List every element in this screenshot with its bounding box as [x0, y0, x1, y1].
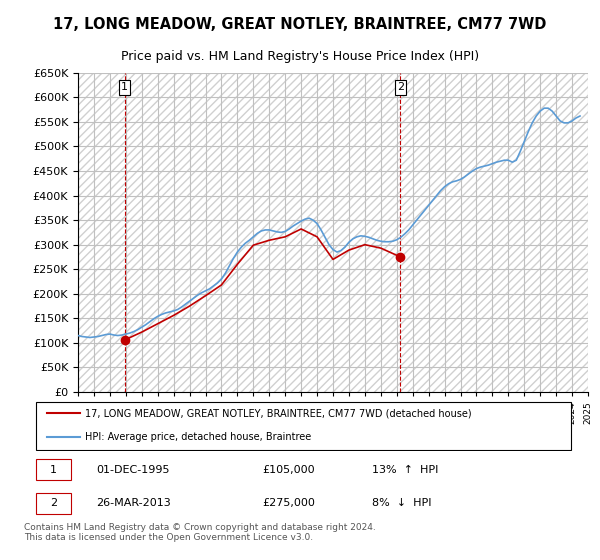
- Text: 17, LONG MEADOW, GREAT NOTLEY, BRAINTREE, CM77 7WD: 17, LONG MEADOW, GREAT NOTLEY, BRAINTREE…: [53, 17, 547, 32]
- Text: Price paid vs. HM Land Registry's House Price Index (HPI): Price paid vs. HM Land Registry's House …: [121, 50, 479, 63]
- Text: 1: 1: [50, 465, 57, 475]
- FancyBboxPatch shape: [35, 402, 571, 450]
- Text: 2: 2: [397, 82, 404, 92]
- Text: 8%  ↓  HPI: 8% ↓ HPI: [372, 498, 432, 508]
- Text: 2: 2: [50, 498, 57, 508]
- Text: £275,000: £275,000: [262, 498, 315, 508]
- Text: 13%  ↑  HPI: 13% ↑ HPI: [372, 465, 439, 475]
- Text: 01-DEC-1995: 01-DEC-1995: [96, 465, 170, 475]
- Text: £105,000: £105,000: [262, 465, 314, 475]
- Text: 17, LONG MEADOW, GREAT NOTLEY, BRAINTREE, CM77 7WD (detached house): 17, LONG MEADOW, GREAT NOTLEY, BRAINTREE…: [85, 408, 472, 418]
- Text: 1: 1: [121, 82, 128, 92]
- FancyBboxPatch shape: [35, 459, 71, 480]
- Text: Contains HM Land Registry data © Crown copyright and database right 2024.
This d: Contains HM Land Registry data © Crown c…: [24, 523, 376, 542]
- FancyBboxPatch shape: [35, 493, 71, 514]
- Text: HPI: Average price, detached house, Braintree: HPI: Average price, detached house, Brai…: [85, 432, 311, 442]
- Text: 26-MAR-2013: 26-MAR-2013: [96, 498, 171, 508]
